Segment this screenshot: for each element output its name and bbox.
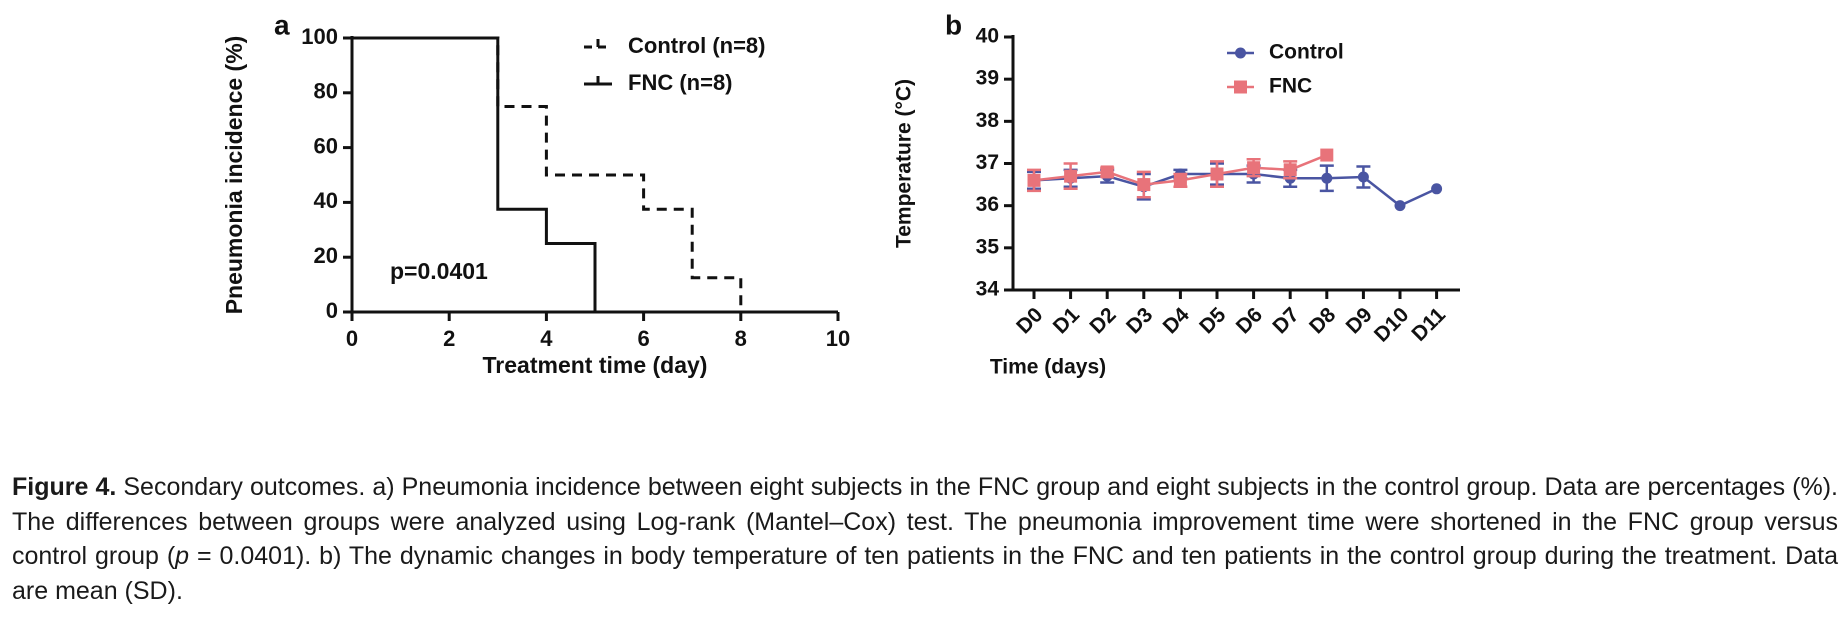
marker	[1100, 165, 1114, 179]
x-tick-label: 6	[637, 326, 649, 351]
x-tick-label: D4	[1159, 303, 1194, 338]
figure: a 0 20 40 60 80 100 0 2 4 6 8 10 Treatment time (day)…	[221, 9, 1460, 379]
marker	[1320, 148, 1334, 162]
marker	[1210, 167, 1224, 181]
step-line	[352, 36, 597, 312]
marker	[1027, 173, 1041, 187]
caption-text: Secondary outcomes. a) Pneumonia inciden…	[12, 473, 1839, 570]
panel-label: a	[274, 9, 290, 40]
caption-symbol: p	[175, 542, 190, 570]
x-tick-label: 4	[540, 326, 553, 351]
y-tick-label: 40	[976, 25, 999, 48]
marker	[1321, 172, 1333, 184]
x-axis-label: Treatment time (day)	[483, 352, 708, 378]
marker	[1173, 173, 1187, 187]
marker	[1137, 178, 1151, 192]
x-tick-label: D1	[1049, 303, 1084, 338]
y-tick-label: 40	[314, 188, 338, 213]
y-tick-label: 0	[326, 298, 338, 323]
x-tick-label: D11	[1407, 303, 1450, 346]
marker	[1357, 171, 1369, 183]
caption-label: Figure 4.	[12, 473, 117, 501]
marker	[1431, 183, 1443, 195]
y-tick-label: 80	[314, 79, 338, 104]
y-tick-label: 38	[976, 109, 1000, 132]
y-tick-label: 20	[314, 243, 338, 268]
x-tick-label: 8	[735, 326, 747, 351]
series-line	[1033, 172, 1438, 208]
y-tick-label: 34	[976, 278, 1000, 301]
panel-label: b	[945, 9, 962, 40]
y-tick-label: 60	[314, 133, 338, 158]
legend-label: Control (n=8)	[628, 33, 766, 58]
x-tick-label: D6	[1232, 303, 1267, 338]
y-tick-label: 35	[976, 235, 1000, 258]
caption: Figure 4. Secondary outcomes. a) Pneumon…	[12, 470, 1838, 608]
legend-marker	[1234, 80, 1247, 94]
x-tick-label: D5	[1195, 303, 1230, 338]
marker	[1394, 200, 1406, 212]
x-tick-label: D10	[1370, 303, 1414, 347]
marker	[1064, 169, 1078, 183]
caption-text: = 0.0401). b) The dynamic changes in bod…	[12, 542, 1838, 605]
legend-label: FNC (n=8)	[628, 70, 733, 95]
legend-marker	[1235, 47, 1246, 59]
legend-label: FNC	[1269, 75, 1312, 98]
x-tick-label: D8	[1305, 303, 1340, 338]
y-tick-label: 36	[976, 193, 999, 216]
marker	[1247, 161, 1261, 175]
x-axis-label: Time (days)	[990, 356, 1106, 379]
x-tick-label: 0	[346, 326, 358, 351]
x-tick-label: D2	[1085, 303, 1120, 338]
x-tick-label: 10	[826, 326, 850, 351]
x-tick-label: D7	[1268, 303, 1303, 338]
y-axis-label: Temperature (°C)	[893, 79, 916, 248]
legend-label: Control	[1269, 41, 1344, 64]
y-tick-label: 37	[976, 151, 999, 174]
x-tick-label: D3	[1122, 303, 1157, 338]
marker	[1283, 163, 1297, 177]
annotation: p=0.0401	[390, 258, 488, 284]
x-tick-label: D0	[1012, 303, 1047, 338]
x-tick-label: 2	[443, 326, 455, 351]
y-tick-label: 100	[301, 24, 338, 49]
y-axis-label: Pneumonia incidence (%)	[221, 36, 247, 315]
y-tick-label: 39	[976, 67, 999, 90]
